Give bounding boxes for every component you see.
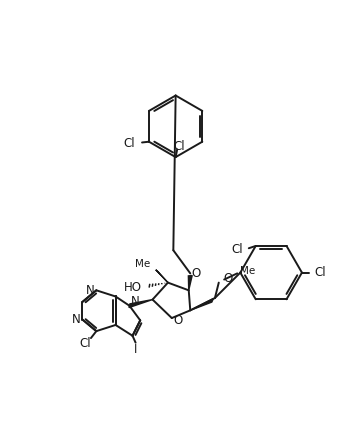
- Text: O: O: [191, 267, 200, 280]
- Text: Me: Me: [240, 266, 256, 276]
- Text: O: O: [223, 272, 233, 285]
- Text: Me: Me: [135, 259, 150, 269]
- Text: Cl: Cl: [174, 140, 185, 153]
- Text: Cl: Cl: [123, 137, 135, 150]
- Polygon shape: [188, 276, 192, 290]
- Text: N: N: [131, 295, 140, 308]
- Text: N: N: [72, 313, 81, 326]
- Text: Cl: Cl: [314, 266, 326, 279]
- Text: HO: HO: [124, 281, 142, 294]
- Text: Cl: Cl: [232, 243, 244, 256]
- Polygon shape: [156, 270, 168, 283]
- Text: Cl: Cl: [80, 337, 91, 350]
- Polygon shape: [129, 299, 152, 307]
- Text: N: N: [86, 284, 94, 297]
- Polygon shape: [190, 299, 213, 311]
- Text: I: I: [134, 343, 137, 356]
- Text: O: O: [173, 314, 183, 327]
